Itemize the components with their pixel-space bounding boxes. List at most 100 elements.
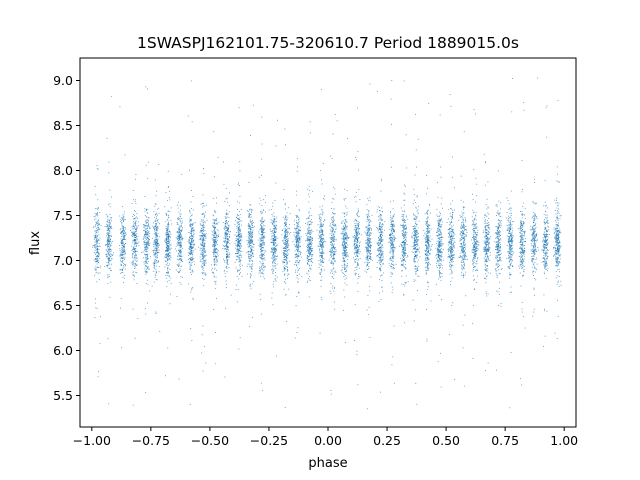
data-point: [225, 283, 227, 285]
data-point: [473, 259, 475, 261]
data-point: [251, 237, 252, 238]
data-point: [179, 282, 181, 284]
data-point: [474, 245, 475, 247]
data-point: [165, 250, 167, 251]
data-point: [310, 280, 312, 282]
data-point: [321, 248, 323, 250]
data-point: [546, 240, 548, 242]
data-point: [167, 245, 169, 246]
data-point: [107, 277, 109, 279]
data-point: [427, 221, 429, 222]
data-point: [241, 245, 242, 247]
data-point: [187, 241, 189, 243]
data-point: [93, 216, 95, 218]
data-point: [379, 238, 381, 240]
data-point: [388, 229, 390, 230]
data-point: [283, 250, 285, 251]
data-point: [439, 266, 440, 268]
data-point: [391, 259, 393, 261]
data-point: [262, 272, 263, 274]
data-point: [166, 264, 168, 266]
data-point: [404, 247, 406, 249]
data-point: [556, 225, 558, 227]
data-point: [331, 217, 333, 218]
data-point: [486, 275, 488, 277]
data-point: [487, 362, 489, 364]
data-point: [176, 223, 178, 225]
data-point: [472, 235, 474, 237]
data-point: [334, 251, 336, 253]
data-point: [225, 232, 227, 234]
data-point: [520, 245, 522, 246]
data-point: [213, 255, 215, 257]
data-point: [213, 273, 215, 275]
data-point: [274, 251, 275, 252]
data-point: [449, 246, 450, 248]
data-point: [144, 208, 146, 210]
data-point: [177, 218, 179, 219]
data-point: [298, 269, 299, 271]
data-point: [427, 236, 429, 238]
data-point: [300, 230, 302, 232]
data-point: [472, 209, 474, 211]
data-point: [341, 253, 343, 255]
data-point: [262, 262, 264, 264]
data-point: [534, 241, 535, 243]
data-point: [262, 236, 264, 237]
data-point: [332, 259, 334, 261]
data-point: [358, 233, 360, 235]
data-point: [178, 254, 180, 256]
data-point: [332, 213, 334, 215]
data-point: [296, 260, 298, 261]
data-point: [402, 247, 404, 249]
data-point: [333, 223, 335, 225]
data-point: [262, 260, 264, 262]
data-point: [523, 251, 525, 253]
data-point: [417, 239, 419, 241]
data-point: [556, 237, 558, 239]
data-point: [123, 216, 125, 218]
data-point: [465, 259, 467, 261]
data-point: [451, 261, 453, 262]
data-point: [344, 252, 346, 254]
data-point: [180, 233, 182, 235]
data-point: [93, 259, 95, 261]
data-point: [178, 258, 180, 260]
data-point: [370, 253, 371, 255]
data-point: [153, 255, 155, 257]
data-point: [167, 347, 169, 349]
data-point: [485, 254, 487, 256]
data-point: [465, 252, 466, 253]
data-point: [286, 220, 287, 222]
data-point: [357, 210, 359, 212]
data-point: [247, 243, 249, 245]
data-point: [332, 240, 334, 242]
data-point: [436, 283, 438, 285]
data-point: [320, 228, 322, 230]
data-point: [511, 248, 512, 250]
data-point: [235, 267, 237, 269]
data-point: [96, 245, 98, 247]
data-point: [203, 173, 205, 174]
data-point: [154, 253, 156, 255]
data-point: [322, 230, 324, 231]
data-point: [465, 220, 466, 221]
data-point: [131, 232, 133, 234]
data-point: [441, 265, 443, 266]
data-point: [342, 231, 344, 232]
data-point: [213, 239, 215, 241]
data-point: [485, 240, 487, 242]
data-point: [426, 266, 428, 268]
data-point: [557, 299, 558, 301]
data-point: [489, 238, 491, 240]
data-point: [520, 221, 522, 223]
data-point: [365, 258, 367, 260]
data-point: [107, 228, 109, 230]
data-point: [152, 250, 154, 252]
data-point: [297, 241, 299, 243]
data-point: [135, 255, 137, 256]
data-point: [145, 223, 147, 224]
data-point: [106, 226, 107, 228]
data-point: [202, 262, 204, 264]
data-point: [237, 201, 239, 203]
